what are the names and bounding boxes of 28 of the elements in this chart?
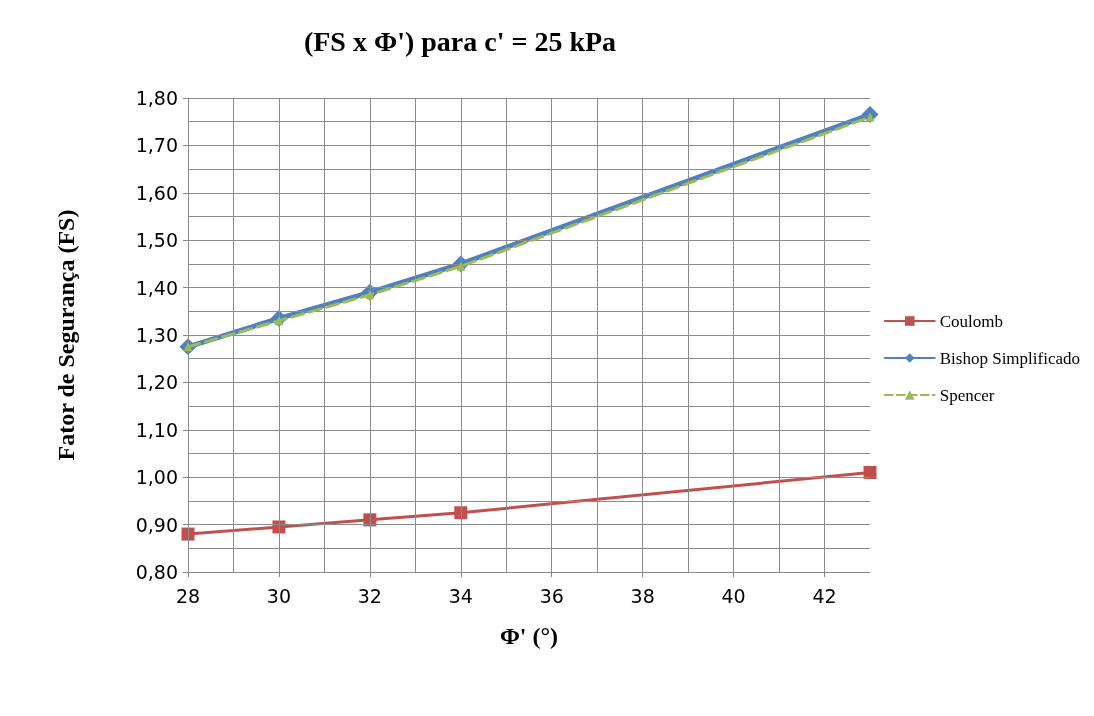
y-tick-label: 1,60 xyxy=(135,181,178,204)
x-axis-title: Φ' (°) xyxy=(499,623,559,649)
x-tick-label: 40 xyxy=(721,584,746,607)
x-tick-label: 36 xyxy=(539,584,564,607)
y-tick-label: 1,40 xyxy=(135,276,178,299)
x-tick-label: 34 xyxy=(448,584,473,607)
x-tick-label: 38 xyxy=(630,584,655,607)
point xyxy=(454,506,468,520)
y-tick-label: 1,70 xyxy=(135,134,178,157)
legend-label: Coulomb xyxy=(939,311,1004,331)
legend-label: Bishop Simplificado xyxy=(939,348,1080,368)
y-tick-label: 1,20 xyxy=(135,371,178,394)
y-tick-label: 1,10 xyxy=(135,418,178,441)
y-tick-label: 1,30 xyxy=(135,324,178,346)
legend-label: Spencer xyxy=(939,385,995,405)
y-tick-label: 1,50 xyxy=(135,229,178,252)
y-tick-label: 0,90 xyxy=(135,513,178,536)
y-axis-title: Fator de Segurança (FS) xyxy=(53,209,79,461)
x-tick-label: 30 xyxy=(266,584,292,607)
x-tick-label: 42 xyxy=(812,584,837,607)
y-tick-label: 1,80 xyxy=(135,87,178,109)
chart-title: (FS x Φ') para c' = 25 kPa xyxy=(303,25,617,57)
x-tick-label: 32 xyxy=(357,584,382,607)
point xyxy=(181,527,195,541)
y-tick-label: 0,80 xyxy=(135,561,178,583)
point xyxy=(863,465,877,479)
y-tick-label: 1,00 xyxy=(135,466,178,489)
x-tick-label: 28 xyxy=(175,584,201,607)
